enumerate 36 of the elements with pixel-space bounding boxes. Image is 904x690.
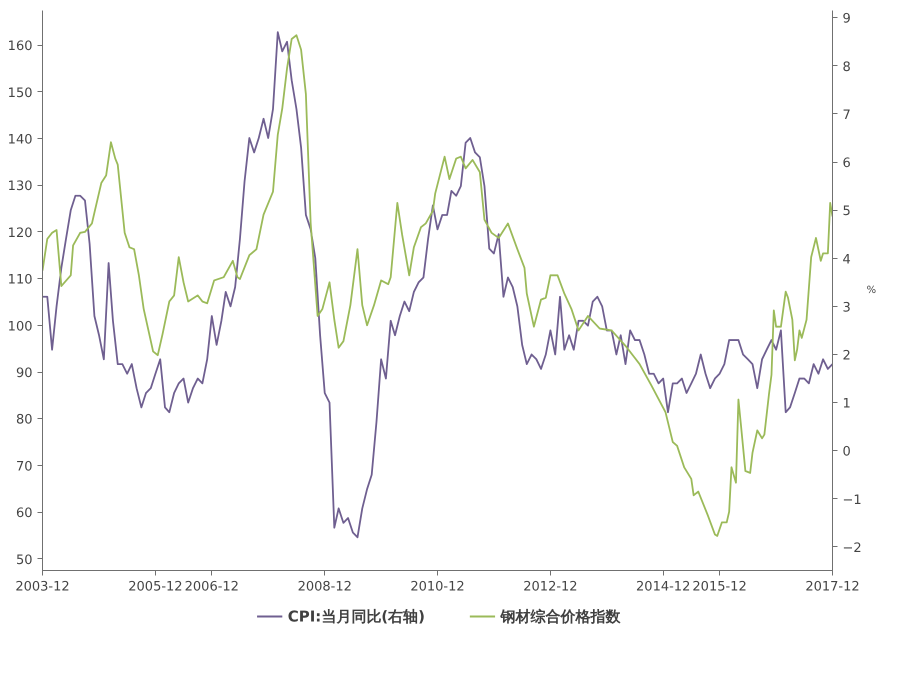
y-tick-label: 160 [8, 39, 33, 54]
y-tick-label: 60 [16, 506, 33, 522]
x-tick-label: 2010-12 [410, 580, 465, 594]
y2-tick-label: −1 [842, 492, 862, 508]
y-tick-label: 130 [8, 179, 33, 194]
legend-label: 钢材综合价格指数 [499, 608, 622, 626]
y2-tick-label: 9 [842, 12, 851, 27]
y2-tick-label: 6 [842, 156, 851, 172]
x-tick-label: 2008-12 [298, 580, 352, 594]
y-tick-label: 140 [8, 132, 33, 148]
y-tick-label: 90 [16, 366, 33, 381]
y2-tick-label: 3 [842, 300, 851, 316]
y2-tick-label: 7 [842, 108, 851, 123]
x-tick-label: 2015-12 [692, 580, 747, 594]
y2-tick-label: −2 [842, 540, 862, 556]
y-tick-label: 80 [16, 412, 33, 428]
y2-tick-label: 1 [842, 396, 851, 412]
y-tick-label: 120 [8, 226, 33, 241]
x-tick-label: 2005-12 [128, 580, 183, 594]
legend-label: CPI:当月同比(右轴) [288, 608, 426, 626]
x-tick-label: 2014-12 [636, 580, 690, 594]
x-tick-label: 2006-12 [184, 580, 239, 594]
y2-tick-label: 5 [842, 204, 851, 220]
x-tick-label: 2003-12 [15, 580, 70, 594]
y2-axis-title: % [866, 285, 876, 296]
x-tick-label: 2017-12 [805, 580, 860, 594]
y2-tick-label: 0 [842, 444, 851, 460]
y-tick-label: 70 [16, 459, 33, 474]
y2-tick-label: 4 [842, 252, 851, 268]
y2-tick-label: 8 [842, 60, 851, 75]
x-tick-label: 2012-12 [523, 580, 578, 594]
y2-tick-label: 2 [842, 348, 851, 364]
y-tick-label: 110 [8, 272, 33, 288]
y-tick-label: 150 [8, 86, 33, 101]
y-tick-label: 100 [8, 319, 33, 334]
y-tick-label: 50 [16, 552, 33, 568]
